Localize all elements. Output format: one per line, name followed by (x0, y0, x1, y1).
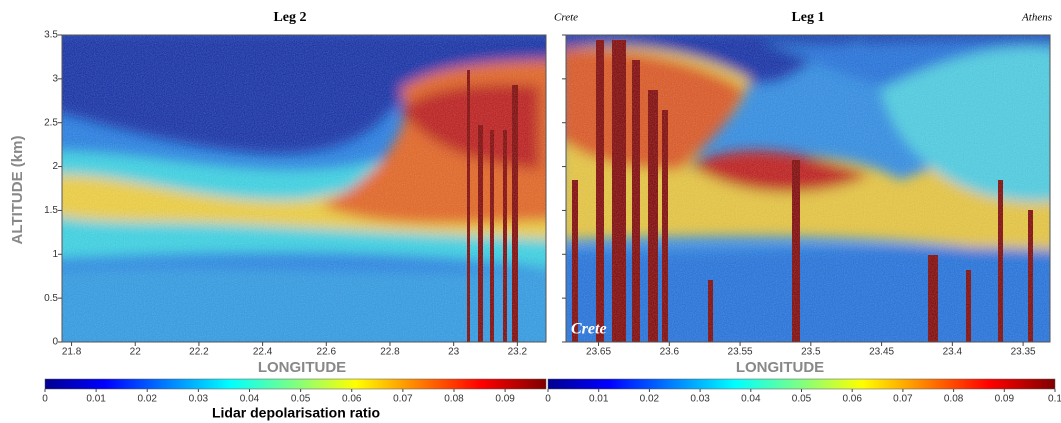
colorbar-tick-label: 0.02 (138, 394, 158, 405)
y-tick-label: 3.5 (44, 30, 58, 41)
x-tick-label: 22 (130, 347, 142, 358)
colorbar-tick-label: 0.1 (1048, 394, 1061, 405)
y-tick-label: 0 (52, 337, 58, 348)
x-tick-label: 23 (448, 347, 460, 358)
colorbar-tick-label: 0.03 (189, 394, 209, 405)
colorbar-label: Lidar depolarisation ratio (212, 405, 380, 421)
colorbar-tick-label: 0.01 (86, 394, 106, 405)
colorbar (547, 378, 1056, 390)
colorbar-tick-label: 0.07 (393, 394, 413, 405)
annotation: Crete (571, 321, 607, 338)
x-tick-label: 23.2 (508, 347, 528, 358)
panel-title: Leg 2 (273, 10, 306, 25)
annotation: Athens (1021, 12, 1052, 24)
colorbar-tick-label: 0 (42, 394, 48, 405)
y-tick-label: 2.5 (44, 117, 58, 128)
x-tick-label: 21.8 (62, 347, 82, 358)
x-tick-label: 23.6 (660, 347, 680, 358)
x-axis-label: LONGITUDE (258, 359, 346, 376)
colorbar-tick-label: 0.06 (342, 394, 362, 405)
colorbar-tick-label: 0.05 (792, 394, 812, 405)
annotation: Crete (554, 12, 578, 24)
x-tick-label: 23.45 (869, 347, 894, 358)
colorbar-tick-label: 0.08 (944, 394, 964, 405)
x-axis-label: LONGITUDE (736, 359, 824, 376)
right-frame (565, 34, 1051, 343)
colorbar-tick-label: 0.01 (589, 394, 609, 405)
x-tick-label: 23.35 (1011, 347, 1036, 358)
colorbar-tick-label: 0.09 (495, 394, 515, 405)
y-axis-label: ALTITUDE (km) (9, 136, 26, 245)
colorbar-tick-label: 0.06 (842, 394, 862, 405)
y-tick-label: 3 (52, 73, 58, 84)
panel-title: Leg 1 (791, 10, 824, 25)
y-tick-label: 1 (52, 249, 58, 260)
x-tick-label: 23.4 (943, 347, 963, 358)
right-curtain (566, 35, 1050, 342)
colorbar-tick-label: 0.03 (690, 394, 710, 405)
y-tick-label: 0.5 (44, 293, 58, 304)
x-tick-label: 23.65 (586, 347, 611, 358)
colorbar-tick-label: 0.02 (640, 394, 660, 405)
colorbar-tick-label: 0.08 (444, 394, 464, 405)
y-tick-label: 2 (52, 161, 58, 172)
x-tick-label: 22.8 (380, 347, 400, 358)
colorbar-tick-label: 0.05 (291, 394, 311, 405)
left-frame (61, 34, 547, 343)
x-tick-label: 22.6 (317, 347, 337, 358)
colorbar-tick-label: 0.04 (741, 394, 761, 405)
colorbar-tick-label: 0.09 (995, 394, 1015, 405)
colorbar-tick-label: 0.04 (240, 394, 260, 405)
x-tick-label: 23.55 (728, 347, 753, 358)
x-tick-label: 23.5 (801, 347, 821, 358)
colorbar-tick-label: 0.07 (893, 394, 913, 405)
x-tick-label: 22.4 (253, 347, 273, 358)
y-tick-label: 1.5 (44, 205, 58, 216)
colorbar (44, 378, 547, 390)
x-tick-label: 22.2 (189, 347, 209, 358)
left-curtain (62, 35, 546, 342)
colorbar-tick-label: 0 (545, 394, 551, 405)
